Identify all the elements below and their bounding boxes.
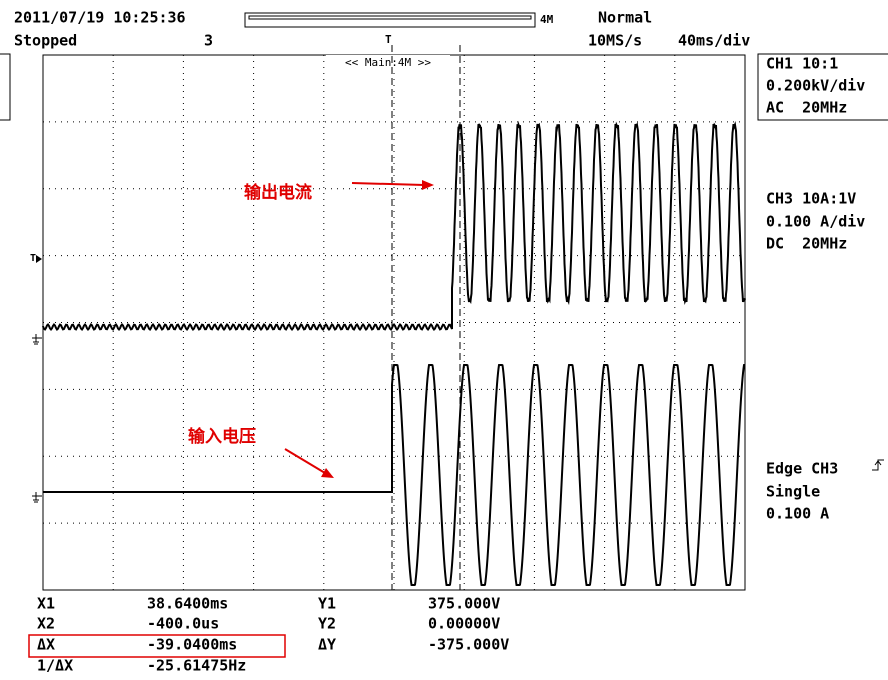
- memory: 4M: [540, 13, 554, 26]
- ch1-scale: 0.200kV/div: [766, 77, 865, 95]
- ground-marker-3: [32, 492, 42, 502]
- arrowhead-voltage: [321, 468, 334, 478]
- sample-rate: 10MS/s: [588, 32, 642, 50]
- annotation-current: 输出电流: [244, 182, 312, 203]
- measurement-cell: ΔY: [318, 636, 336, 654]
- trigger-level-marker: T: [30, 253, 36, 264]
- measurement-cell: -25.61475Hz: [147, 657, 246, 675]
- trigger-arrow: [36, 255, 42, 263]
- measurement-cell: 0.00000V: [428, 615, 500, 633]
- arrow-voltage: [285, 449, 325, 473]
- ch1-name: CH1 10:1: [766, 55, 838, 73]
- ch3-name: CH3 10A:1V: [766, 190, 856, 208]
- measurement-cell: Y1: [318, 595, 336, 613]
- measurement-cell: ΔX: [37, 636, 55, 654]
- ch1-coupling: AC 20MHz: [766, 99, 847, 117]
- ch3-scale: 0.100 A/div: [766, 213, 865, 231]
- memory-bar: [245, 13, 535, 27]
- trigger-source: Edge CH3: [766, 460, 838, 478]
- measurement-cell: X1: [37, 595, 55, 613]
- zoom-label: << Main:4M >>: [345, 56, 431, 69]
- arrow-current: [352, 183, 424, 185]
- trigger-level: 0.100 A: [766, 505, 829, 523]
- scope-screen: 2011/07/19 10:25:36 Stopped 3 4M Normal …: [0, 0, 888, 680]
- measurement-cell: Y2: [318, 615, 336, 633]
- memory-bar-inner: [249, 16, 531, 19]
- measurement-cell: -39.0400ms: [147, 636, 237, 654]
- trigger-mode: Single: [766, 483, 820, 501]
- measurement-cell: X2: [37, 615, 55, 633]
- measurement-cell: 38.6400ms: [147, 595, 228, 613]
- timebase: 40ms/div: [678, 32, 750, 50]
- ch3-coupling: DC 20MHz: [766, 235, 847, 253]
- grid: [43, 55, 745, 590]
- left-box: [0, 54, 10, 120]
- mode: Normal: [598, 9, 652, 27]
- datetime: 2011/07/19 10:25:36: [14, 9, 186, 27]
- edge-icon: [872, 460, 884, 470]
- count: 3: [204, 32, 213, 50]
- status: Stopped: [14, 32, 77, 50]
- measurement-cell: 1/ΔX: [37, 657, 73, 675]
- graticule: [43, 55, 745, 590]
- trigger-marker: T: [385, 33, 392, 46]
- measurement-cell: 375.000V: [428, 595, 500, 613]
- measurement-cell: -375.000V: [428, 636, 509, 654]
- ground-marker-1: [32, 334, 42, 344]
- annotation-voltage: 输入电压: [188, 426, 256, 447]
- current-trace: [43, 124, 745, 330]
- measurement-cell: -400.0us: [147, 615, 219, 633]
